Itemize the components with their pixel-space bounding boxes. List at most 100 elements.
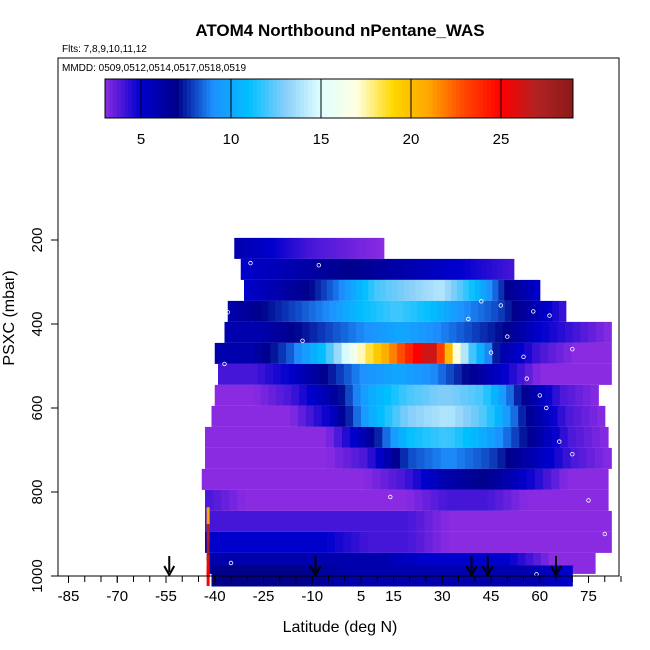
cell-layer-2-seg-12 (314, 279, 322, 301)
cell-layer-3-seg-17 (342, 300, 351, 322)
cell-layer-1-seg-31 (410, 258, 417, 280)
cell-layer-1-seg-33 (420, 258, 427, 280)
colorbar-swatch-75 (397, 79, 402, 118)
cell-layer-1-seg-16 (328, 258, 335, 280)
cell-layer-8-seg-28 (431, 405, 441, 427)
x-tick-label-6: 5 (357, 588, 365, 605)
cell-layer-4-seg-37 (510, 321, 520, 343)
cell-layer-1-seg-32 (415, 258, 422, 280)
cell-layer-3-seg-36 (471, 300, 479, 322)
cell-layer-11-seg-4 (234, 468, 243, 490)
cell-layer-12-seg-31 (454, 489, 464, 511)
cell-layer-9-seg-47 (583, 426, 593, 448)
cell-layer-8-seg-33 (471, 405, 480, 427)
cell-layer-0-seg-28 (317, 237, 322, 259)
cell-layer-6-seg-49 (603, 363, 612, 385)
cell-layer-14-seg-1 (213, 531, 222, 553)
x-tick-label-9: 45 (483, 588, 500, 605)
colorbar-swatch-82 (424, 79, 430, 118)
cell-layer-1-seg-38 (448, 258, 455, 280)
cell-layer-15-seg-10 (285, 552, 294, 574)
cell-layer-2-seg-5 (273, 279, 281, 301)
cell-layer-9-seg-17 (342, 426, 351, 448)
cell-layer-10-seg-8 (270, 447, 279, 469)
cell-layer-7-seg-39 (513, 384, 523, 406)
cell-layer-5-seg-4 (246, 342, 255, 364)
cell-layer-11-seg-11 (291, 468, 300, 490)
colorbar-swatch-65 (358, 79, 363, 118)
cell-layer-12-seg-44 (559, 489, 569, 511)
cell-layer-1-seg-0 (240, 258, 247, 280)
cell-layer-14-seg-13 (310, 531, 320, 553)
colorbar-swatch-103 (506, 79, 512, 118)
colorbar-swatch-37 (249, 79, 254, 118)
cell-layer-14-seg-14 (318, 531, 328, 553)
cell-layer-13-seg-24 (400, 510, 409, 532)
cell-layer-5-seg-25 (413, 342, 422, 364)
cell-layer-3-seg-14 (322, 300, 330, 322)
x-tick-label-1: -70 (106, 588, 128, 605)
cell-layer-4-seg-7 (278, 321, 287, 343)
cell-layer-12-seg-22 (382, 489, 391, 511)
cell-layer-13-seg-35 (489, 510, 499, 532)
colorbar-swatch-34 (237, 79, 242, 118)
cell-layer-15-seg-42 (533, 552, 542, 574)
cell-layer-2-seg-11 (309, 279, 316, 301)
cell-layer-4-seg-11 (309, 321, 318, 343)
cell-layer-13-seg-10 (286, 510, 295, 532)
cell-layer-1-seg-35 (431, 258, 438, 280)
colorbar-swatch-91 (459, 79, 465, 118)
cell-layer-7-seg-35 (483, 384, 492, 406)
cell-layer-10-seg-3 (229, 447, 239, 469)
cell-layer-8-seg-37 (502, 405, 511, 427)
flight-arrow-head-1 (309, 565, 322, 578)
colorbar-swatch-88 (448, 79, 453, 118)
cell-layer-9-seg-35 (487, 426, 496, 448)
cell-layer-10-seg-35 (489, 447, 499, 469)
flight-arrows (163, 556, 562, 578)
colorbar-tick-label-0: 5 (137, 131, 145, 148)
sample-marker-8 (537, 393, 542, 398)
cell-layer-0-seg-31 (326, 237, 331, 259)
x-tick-label-7: 15 (385, 588, 402, 605)
x-tick-label-0: -85 (58, 588, 80, 605)
flight-arrow-head-3 (481, 565, 494, 578)
cell-layer-15-seg-25 (401, 552, 410, 574)
cell-layer-14-seg-21 (375, 531, 385, 553)
cell-layer-9-seg-23 (390, 426, 400, 448)
colorbar-swatch-68 (370, 79, 375, 118)
cell-layer-15-seg-32 (455, 552, 465, 574)
cell-layer-5-seg-27 (428, 342, 438, 364)
cell-layer-5-seg-9 (286, 342, 295, 364)
colorbar-swatch-102 (502, 79, 508, 118)
cell-layer-1-seg-6 (273, 258, 280, 280)
cell-layer-3-seg-48 (552, 300, 560, 322)
cell-layer-8-seg-36 (494, 405, 504, 427)
cell-layer-12-seg-45 (567, 489, 577, 511)
cell-layer-6-seg-7 (273, 363, 282, 385)
cell-layer-7-seg-41 (529, 384, 538, 406)
cell-layer-7-seg-28 (429, 384, 438, 406)
colorbar-swatch-3 (116, 79, 122, 118)
cell-layer-10-seg-23 (391, 447, 401, 469)
cell-layer-12-seg-1 (213, 489, 222, 511)
cell-layer-11-seg-12 (299, 468, 308, 490)
cell-layer-11-seg-23 (388, 468, 398, 490)
cell-layer-10-seg-20 (367, 447, 377, 469)
cell-layer-11-seg-0 (201, 468, 211, 490)
cell-layer-14-seg-43 (554, 531, 564, 553)
cell-layer-8-seg-18 (353, 405, 362, 427)
cell-layer-3-seg-5 (261, 300, 269, 322)
cell-layer-0-seg-37 (344, 237, 349, 259)
cell-layer-2-seg-0 (244, 279, 251, 301)
cell-layer-11-seg-32 (461, 468, 471, 490)
cell-layer-15-seg-28 (424, 552, 434, 574)
cell-layer-0-seg-30 (323, 237, 328, 259)
cell-layer-0-seg-4 (246, 237, 250, 259)
cell-layer-13-seg-1 (213, 510, 222, 532)
colorbar-swatch-10 (144, 79, 149, 118)
colorbar-swatch-99 (491, 79, 496, 118)
cell-layer-0-seg-35 (338, 237, 343, 259)
cell-layer-3-seg-46 (538, 300, 547, 322)
cell-layer-7-seg-27 (421, 384, 431, 406)
